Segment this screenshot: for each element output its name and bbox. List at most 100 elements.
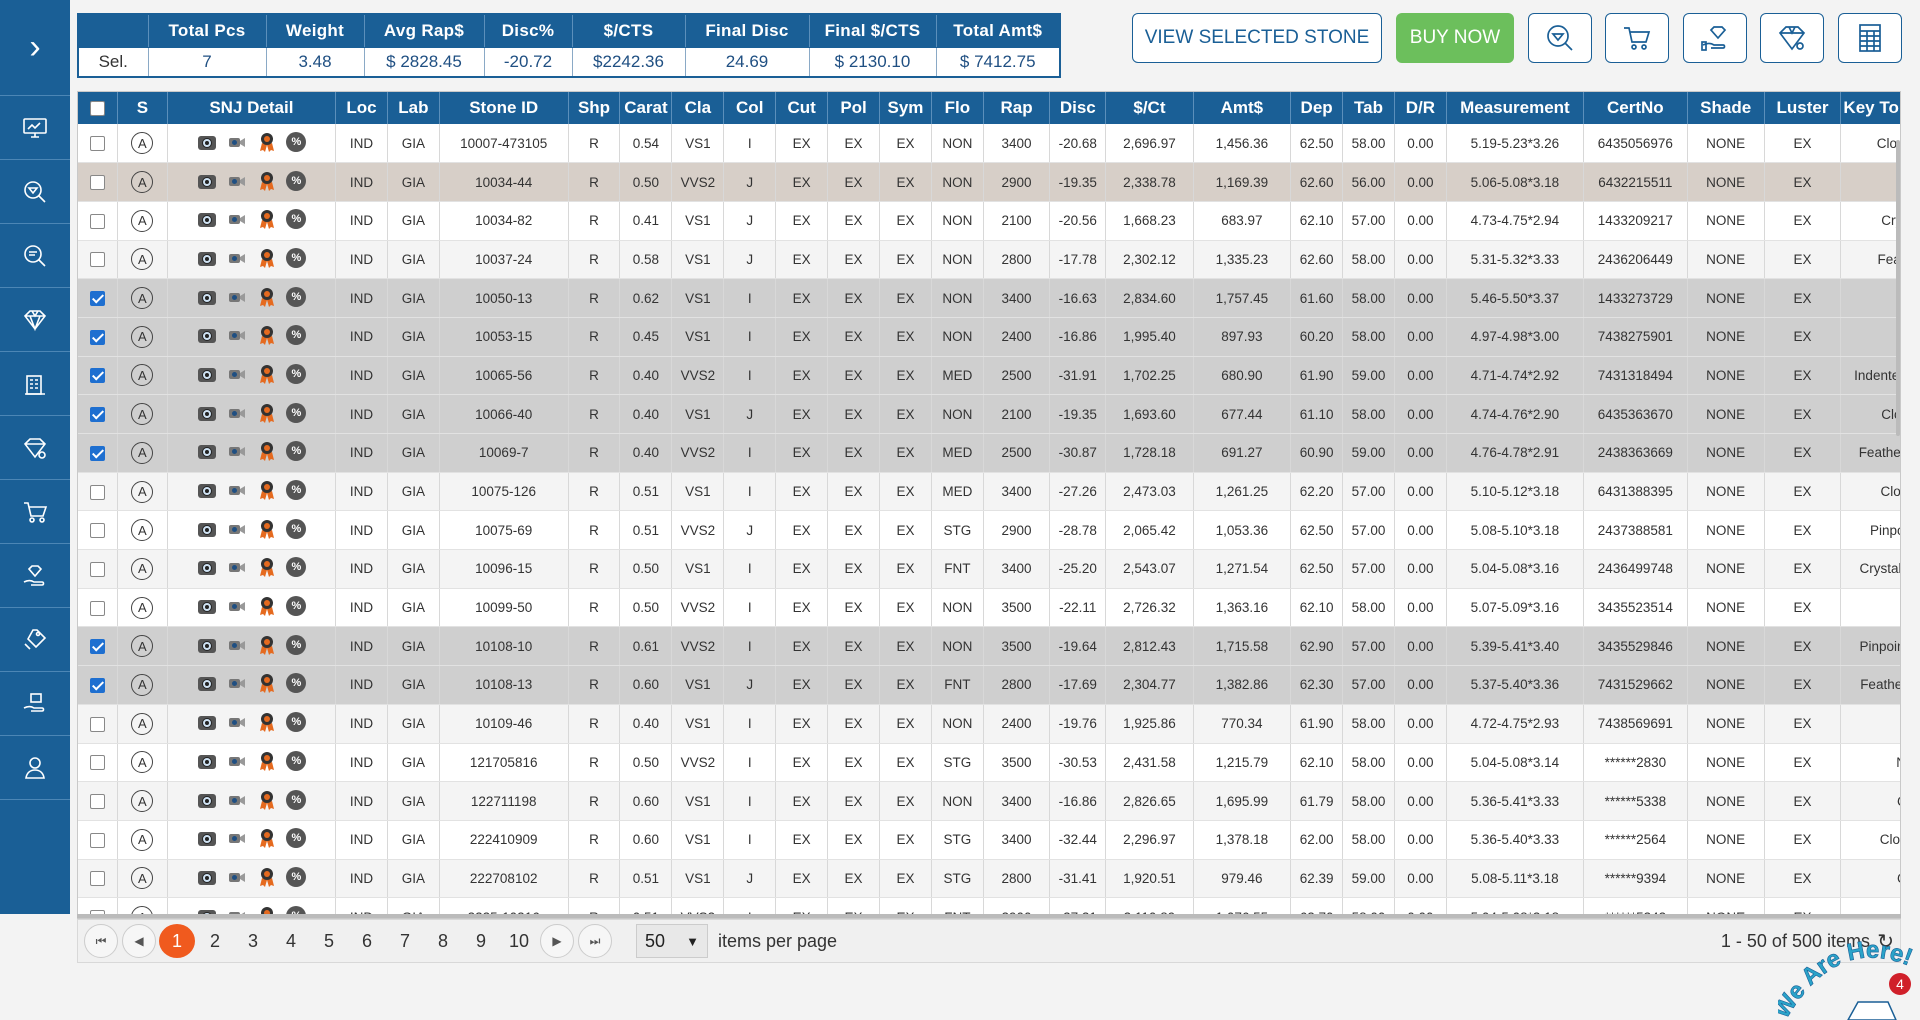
column-header[interactable]: Lab (387, 92, 440, 124)
table-row[interactable]: A % IND GIA 10075-126 R 0.51 VS1 I EX EX EX MED 340… (78, 472, 1900, 512)
discount-percent-icon[interactable]: % (286, 634, 307, 655)
camera-icon[interactable] (196, 711, 218, 733)
row-checkbox[interactable] (89, 600, 105, 616)
camera-icon[interactable] (196, 247, 218, 269)
certificate-button[interactable] (1760, 13, 1824, 63)
table-row[interactable]: A % IND GIA 10099-50 R 0.50 VVS2 I EX EX EX NON 350… (78, 588, 1900, 628)
camera-icon[interactable] (196, 440, 218, 462)
horizontal-scrollbar[interactable] (77, 914, 1901, 918)
table-row[interactable]: A % IND GIA 222708102 R 0.51 VS1 J EX EX EX STG 280… (78, 859, 1900, 899)
discount-percent-icon[interactable]: % (286, 518, 307, 539)
table-row[interactable]: A % IND GIA 10053-15 R 0.45 VS1 I EX EX EX NON 2400… (78, 317, 1900, 357)
diamond-search-button[interactable] (1528, 13, 1592, 63)
camera-icon[interactable] (196, 402, 218, 424)
camera-icon[interactable] (196, 208, 218, 230)
certificate-badge-icon[interactable] (256, 324, 278, 346)
row-checkbox[interactable] (89, 639, 105, 655)
table-row[interactable]: A % IND GIA 10034-82 R 0.41 VS1 J EX EX EX NON 2100… (78, 201, 1900, 241)
certificate-badge-icon[interactable] (256, 518, 278, 540)
camera-icon[interactable] (196, 750, 218, 772)
refresh-icon[interactable]: ↻ (1877, 930, 1894, 953)
video-icon[interactable] (226, 479, 248, 501)
page-number-3[interactable]: 3 (247, 930, 258, 951)
table-row[interactable]: A % IND GIA 10096-15 R 0.50 VS1 I EX EX EX FNT 3400… (78, 549, 1900, 589)
table-row[interactable]: A % IND GIA 10075-69 R 0.51 VVS2 J EX EX EX STG 290… (78, 510, 1900, 551)
next-page-button[interactable]: ▶ (540, 924, 574, 958)
video-icon[interactable] (226, 518, 248, 540)
certificate-badge-icon[interactable] (256, 286, 278, 308)
column-header[interactable]: CertNo (1583, 92, 1688, 124)
sidebar-item-certified[interactable] (0, 416, 70, 480)
row-checkbox[interactable] (89, 871, 105, 887)
video-icon[interactable] (226, 286, 248, 308)
camera-icon[interactable] (196, 634, 218, 656)
camera-icon[interactable] (196, 131, 218, 153)
discount-percent-icon[interactable]: % (286, 131, 307, 152)
camera-icon[interactable] (196, 170, 218, 192)
camera-icon[interactable] (196, 363, 218, 385)
column-header[interactable]: Disc (1049, 92, 1107, 124)
certificate-badge-icon[interactable] (256, 170, 278, 192)
video-icon[interactable] (226, 672, 248, 694)
row-checkbox[interactable] (89, 407, 105, 423)
sidebar-item-inventory[interactable] (0, 352, 70, 416)
discount-percent-icon[interactable]: % (286, 247, 307, 268)
discount-percent-icon[interactable]: % (286, 712, 307, 733)
video-icon[interactable] (226, 866, 248, 888)
sidebar-expand-button[interactable]: › (0, 0, 70, 96)
certificate-badge-icon[interactable] (256, 634, 278, 656)
column-header[interactable]: S (117, 92, 168, 124)
video-icon[interactable] (226, 789, 248, 811)
row-checkbox[interactable] (89, 368, 105, 384)
certificate-badge-icon[interactable] (256, 208, 278, 230)
column-header[interactable]: Sym (879, 92, 932, 124)
row-checkbox[interactable] (89, 291, 105, 307)
column-header[interactable]: Carat (619, 92, 673, 124)
video-icon[interactable] (226, 402, 248, 424)
discount-percent-icon[interactable]: % (286, 286, 307, 307)
column-header[interactable]: Col (723, 92, 777, 124)
certificate-badge-icon[interactable] (256, 479, 278, 501)
discount-percent-icon[interactable]: % (286, 789, 307, 810)
previous-page-button[interactable]: ◀ (122, 924, 156, 958)
sidebar-item-search[interactable] (0, 160, 70, 224)
camera-icon[interactable] (196, 672, 218, 694)
discount-percent-icon[interactable]: % (286, 441, 307, 462)
certificate-badge-icon[interactable] (256, 866, 278, 888)
column-header[interactable]: Cla (671, 92, 725, 124)
video-icon[interactable] (226, 170, 248, 192)
discount-percent-icon[interactable]: % (286, 363, 307, 384)
table-row[interactable]: A % IND GIA 222410909 R 0.60 VS1 I EX EX EX STG 340… (78, 820, 1900, 860)
column-header[interactable]: D/R (1394, 92, 1447, 124)
column-header[interactable]: Stone ID (439, 92, 569, 124)
column-header[interactable]: Flo (931, 92, 984, 124)
vertical-scrollbar[interactable] (1896, 140, 1900, 436)
sidebar-item-cart[interactable] (0, 480, 70, 544)
video-icon[interactable] (226, 324, 248, 346)
certificate-badge-icon[interactable] (256, 711, 278, 733)
discount-percent-icon[interactable]: % (286, 557, 307, 578)
video-icon[interactable] (226, 556, 248, 578)
column-header[interactable]: Key To S (1840, 92, 1900, 124)
camera-icon[interactable] (196, 789, 218, 811)
column-header[interactable]: SNJ Detail (167, 92, 337, 124)
page-number-5[interactable]: 5 (323, 930, 334, 951)
discount-percent-icon[interactable]: % (286, 480, 307, 501)
discount-percent-icon[interactable]: % (286, 170, 307, 191)
row-checkbox[interactable] (89, 523, 105, 539)
video-icon[interactable] (226, 711, 248, 733)
page-number-2[interactable]: 2 (209, 930, 220, 951)
row-checkbox[interactable] (89, 484, 105, 500)
table-row[interactable]: A % IND GIA 10109-46 R 0.40 VS1 I EX EX EX NON 2400… (78, 704, 1900, 744)
column-header[interactable]: Pol (827, 92, 880, 124)
sidebar-item-hold[interactable] (0, 544, 70, 608)
sidebar-item-advanced-search[interactable] (0, 224, 70, 288)
row-checkbox[interactable] (89, 445, 105, 461)
page-size-select[interactable]: 50 ▼ (636, 924, 708, 958)
camera-icon[interactable] (196, 324, 218, 346)
discount-percent-icon[interactable]: % (286, 402, 307, 423)
page-number-4[interactable]: 4 (285, 930, 296, 951)
row-checkbox[interactable] (89, 175, 105, 190)
video-icon[interactable] (226, 208, 248, 230)
table-row[interactable]: A % IND GIA 10108-10 R 0.61 VVS2 I EX EX EX NON 350… (78, 626, 1900, 667)
